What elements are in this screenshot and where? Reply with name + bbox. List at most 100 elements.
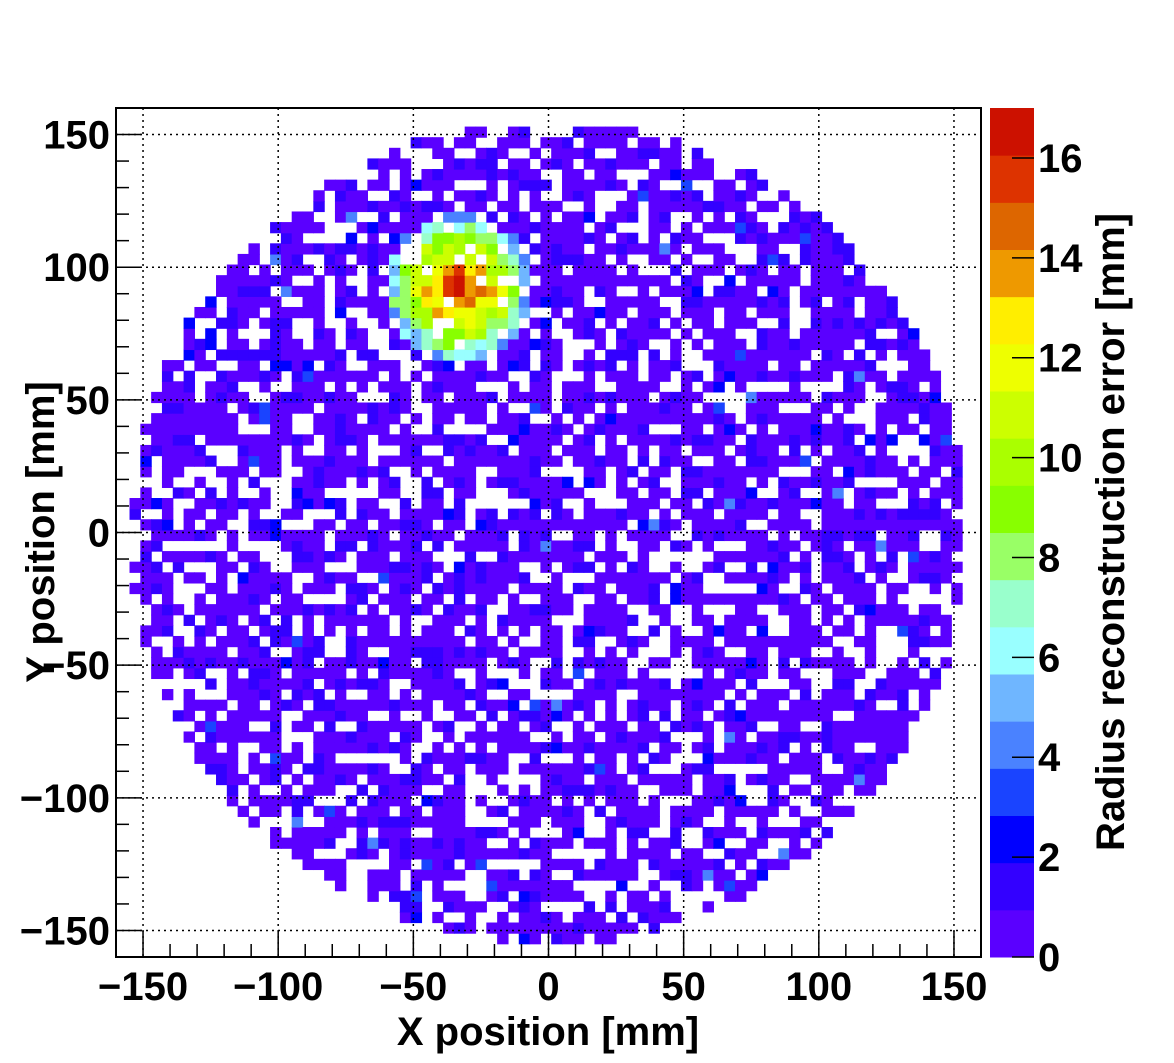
heatmap-cell bbox=[226, 434, 239, 446]
heatmap-cell bbox=[551, 519, 563, 531]
heatmap-cell bbox=[421, 657, 433, 669]
heatmap-cell bbox=[410, 306, 423, 319]
heatmap-cell bbox=[183, 455, 195, 467]
heatmap-cell bbox=[421, 689, 433, 701]
heatmap-cell bbox=[843, 444, 855, 457]
heatmap-cell bbox=[464, 540, 477, 552]
heatmap-cell bbox=[551, 784, 563, 796]
heatmap-cell bbox=[702, 434, 714, 446]
heatmap-cell bbox=[594, 476, 606, 488]
heatmap-cell bbox=[918, 349, 931, 361]
heatmap-cell bbox=[334, 306, 347, 319]
heatmap-cell bbox=[648, 243, 660, 255]
heatmap-cell bbox=[724, 720, 736, 733]
heatmap-cell bbox=[594, 689, 606, 701]
heatmap-cell bbox=[940, 508, 952, 520]
heatmap-cell bbox=[399, 858, 412, 871]
heatmap-cell bbox=[897, 338, 909, 351]
heatmap-cell bbox=[875, 604, 887, 616]
heatmap-cell bbox=[497, 529, 509, 542]
heatmap-cell bbox=[172, 561, 185, 573]
heatmap-cell bbox=[475, 147, 487, 160]
heatmap-cell bbox=[778, 508, 790, 520]
heatmap-cell bbox=[821, 360, 833, 372]
heatmap-cell bbox=[410, 529, 423, 542]
heatmap-cell bbox=[832, 306, 844, 319]
heatmap-cell bbox=[518, 296, 531, 308]
heatmap-cell bbox=[735, 317, 747, 329]
heatmap-cell bbox=[583, 710, 596, 722]
heatmap-cell bbox=[486, 338, 498, 351]
heatmap-cell bbox=[551, 858, 563, 871]
heatmap-cell bbox=[248, 561, 260, 573]
heatmap-cell bbox=[626, 593, 639, 605]
heatmap-cell bbox=[724, 752, 736, 764]
heatmap-cell bbox=[929, 434, 942, 446]
heatmap-cell bbox=[475, 169, 487, 181]
heatmap-cell bbox=[626, 232, 639, 244]
heatmap-cell bbox=[432, 582, 444, 595]
heatmap-cell bbox=[183, 413, 195, 425]
heatmap-cell bbox=[821, 466, 833, 478]
heatmap-cell bbox=[410, 519, 423, 531]
heatmap-cell bbox=[270, 710, 282, 722]
heatmap-cell bbox=[151, 582, 163, 595]
heatmap-cell bbox=[745, 296, 758, 308]
heatmap-cell bbox=[518, 158, 531, 170]
heatmap-cell bbox=[680, 572, 693, 584]
heatmap-cell bbox=[735, 731, 747, 743]
heatmap-cell bbox=[475, 126, 487, 138]
heatmap-cell bbox=[334, 678, 347, 690]
heatmap-cell bbox=[908, 402, 920, 414]
heatmap-cell bbox=[897, 625, 909, 637]
heatmap-cell bbox=[410, 911, 423, 924]
heatmap-cell bbox=[475, 561, 487, 573]
heatmap-cell bbox=[745, 848, 758, 860]
heatmap-cell bbox=[302, 487, 314, 499]
heatmap-cell bbox=[680, 370, 693, 382]
heatmap-cell bbox=[334, 508, 347, 520]
heatmap-cell bbox=[767, 413, 779, 425]
heatmap-cell bbox=[378, 253, 390, 266]
heatmap-cell bbox=[248, 646, 260, 658]
heatmap-cell bbox=[410, 773, 423, 786]
heatmap-cell bbox=[410, 646, 423, 658]
heatmap-cell bbox=[778, 232, 790, 244]
heatmap-cell bbox=[637, 391, 650, 404]
heatmap-cell bbox=[875, 455, 887, 467]
heatmap-cell bbox=[410, 296, 423, 308]
heatmap-cell bbox=[605, 529, 617, 542]
heatmap-cell bbox=[853, 328, 866, 340]
heatmap-cell bbox=[432, 657, 444, 669]
heatmap-cell bbox=[843, 253, 855, 266]
heatmap-cell bbox=[226, 275, 239, 287]
heatmap-cell bbox=[756, 444, 769, 457]
heatmap-cell bbox=[821, 561, 833, 573]
heatmap-cell bbox=[313, 370, 325, 382]
heatmap-cell bbox=[778, 848, 790, 860]
heatmap-cell bbox=[735, 381, 747, 393]
heatmap-cell bbox=[486, 370, 498, 382]
heatmap-cell bbox=[280, 572, 293, 584]
heatmap-cell bbox=[237, 402, 250, 414]
heatmap-cell bbox=[691, 805, 704, 817]
heatmap-cell bbox=[443, 784, 455, 796]
heatmap-cell bbox=[389, 816, 401, 828]
heatmap-cell bbox=[551, 572, 563, 584]
heatmap-cell bbox=[226, 763, 239, 775]
heatmap-cell bbox=[637, 338, 650, 351]
heatmap-cell bbox=[378, 529, 390, 542]
heatmap-cell bbox=[637, 190, 650, 202]
heatmap-cell bbox=[616, 858, 628, 871]
heatmap-cell bbox=[626, 317, 639, 329]
heatmap-cell bbox=[821, 540, 833, 552]
heatmap-cell bbox=[691, 147, 704, 160]
heatmap-cell bbox=[497, 657, 509, 669]
heatmap-cell bbox=[486, 243, 498, 255]
heatmap-cell bbox=[486, 848, 498, 860]
heatmap-cell bbox=[486, 880, 498, 892]
heatmap-cell bbox=[702, 837, 714, 849]
heatmap-cell bbox=[410, 413, 423, 425]
heatmap-cell bbox=[670, 391, 682, 404]
heatmap-cell bbox=[551, 487, 563, 499]
